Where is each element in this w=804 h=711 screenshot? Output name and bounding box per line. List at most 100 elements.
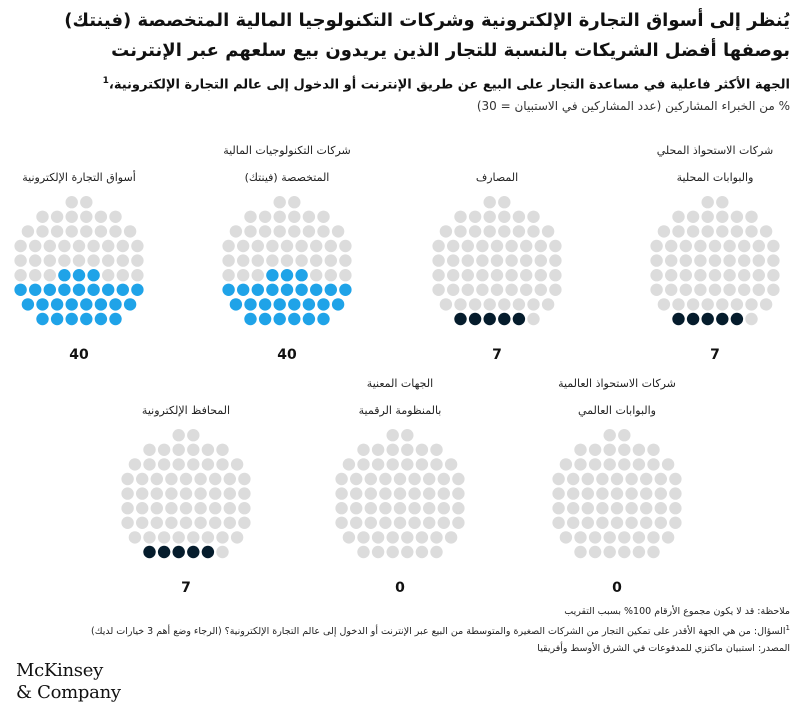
empty-dot: [716, 196, 729, 209]
category-label: شركات الاستحواذ المحلي: [657, 144, 774, 157]
empty-dot: [415, 443, 429, 456]
filled-dot: [686, 312, 700, 326]
filled-dot: [339, 283, 352, 296]
empty-dot: [476, 269, 489, 282]
empty-dot: [432, 254, 445, 267]
empty-dot: [640, 472, 653, 486]
empty-dot: [335, 487, 348, 500]
empty-dot: [179, 516, 193, 529]
filled-dot: [172, 545, 185, 559]
empty-dot: [490, 269, 504, 282]
filled-dot: [302, 312, 316, 326]
empty-dot: [610, 487, 624, 500]
empty-dot: [229, 225, 243, 238]
empty-dot: [194, 516, 207, 529]
empty-dot: [288, 196, 301, 209]
filled-dot: [50, 298, 64, 311]
empty-dot: [58, 239, 71, 253]
empty-dot: [437, 502, 450, 515]
empty-dot: [505, 283, 518, 296]
filled-dot: [512, 312, 526, 326]
empty-dot: [759, 225, 773, 238]
filled-dot: [222, 283, 235, 296]
empty-dot: [447, 269, 460, 282]
empty-dot: [350, 502, 363, 515]
value-label: 0: [395, 580, 405, 596]
filled-dot: [672, 312, 685, 326]
empty-dot: [157, 443, 171, 456]
empty-dot: [179, 472, 193, 486]
empty-dot: [432, 283, 445, 296]
empty-dot: [745, 312, 758, 326]
filled-dot: [251, 283, 264, 296]
empty-dot: [43, 269, 56, 282]
category-label: والبوابات المحلية: [677, 171, 754, 184]
empty-dot: [121, 516, 134, 529]
empty-dot: [165, 516, 178, 529]
empty-dot: [116, 269, 129, 282]
empty-dot: [143, 443, 156, 456]
category-label: والبوابات العالمي: [578, 404, 656, 417]
footer-source: المصدر: استبيان ماكنزي للمدفوعات في الشر…: [537, 643, 790, 655]
empty-dot: [444, 458, 458, 471]
empty-dot: [393, 472, 407, 486]
empty-dot: [454, 210, 467, 223]
empty-dot: [295, 254, 308, 267]
filled-dot: [258, 298, 272, 311]
empty-dot: [401, 545, 414, 559]
filled-dot: [317, 298, 330, 311]
filled-dot: [58, 283, 71, 296]
empty-dot: [408, 516, 421, 529]
empty-dot: [258, 225, 272, 238]
filled-dot: [295, 269, 308, 282]
empty-dot: [661, 458, 675, 471]
empty-dot: [738, 239, 751, 253]
empty-dot: [596, 472, 609, 486]
empty-dot: [237, 254, 250, 267]
empty-dot: [549, 254, 562, 267]
empty-dot: [121, 472, 134, 486]
empty-dot: [640, 487, 653, 500]
empty-dot: [223, 472, 236, 486]
empty-dot: [505, 269, 518, 282]
category-group: المصارف 7: [432, 171, 562, 363]
empty-dot: [452, 516, 465, 529]
value-label: 40: [69, 347, 89, 363]
empty-dot: [379, 502, 392, 515]
empty-dot: [295, 239, 308, 253]
value-label: 7: [710, 347, 720, 363]
filled-dot: [36, 298, 49, 311]
footer-note: ملاحظة: قد لا يكون مجموع الأرقام 100% بس…: [564, 606, 790, 617]
filled-dot: [80, 298, 93, 311]
empty-dot: [650, 254, 663, 267]
empty-dot: [65, 210, 78, 223]
empty-dot: [610, 516, 624, 529]
filled-dot: [157, 545, 171, 559]
filled-dot: [14, 283, 27, 296]
empty-dot: [87, 239, 100, 253]
empty-dot: [244, 210, 257, 223]
empty-dot: [21, 225, 35, 238]
filled-dot: [94, 298, 108, 311]
empty-dot: [603, 545, 616, 559]
filled-dot: [280, 283, 294, 296]
empty-dot: [150, 472, 163, 486]
empty-dot: [447, 254, 460, 267]
empty-dot: [43, 254, 56, 267]
empty-dot: [371, 531, 385, 544]
empty-dot: [625, 472, 638, 486]
empty-dot: [686, 225, 700, 238]
filled-dot: [244, 312, 257, 326]
empty-dot: [452, 487, 465, 500]
empty-dot: [371, 443, 385, 456]
empty-dot: [567, 487, 580, 500]
subtitle-text: الجهة الأكثر فاعلية في مساعدة التجار على…: [108, 77, 790, 93]
empty-dot: [216, 545, 229, 559]
empty-dot: [430, 545, 443, 559]
empty-dot: [490, 239, 504, 253]
chart-header: يُنظر إلى أسواق التجارة الإلكترونية وشرك…: [14, 6, 790, 116]
empty-dot: [123, 225, 137, 238]
category-group: شركات الاستحواذ المحلي والبوابات المحلية 7: [650, 144, 780, 363]
empty-dot: [650, 283, 663, 296]
empty-dot: [350, 516, 363, 529]
